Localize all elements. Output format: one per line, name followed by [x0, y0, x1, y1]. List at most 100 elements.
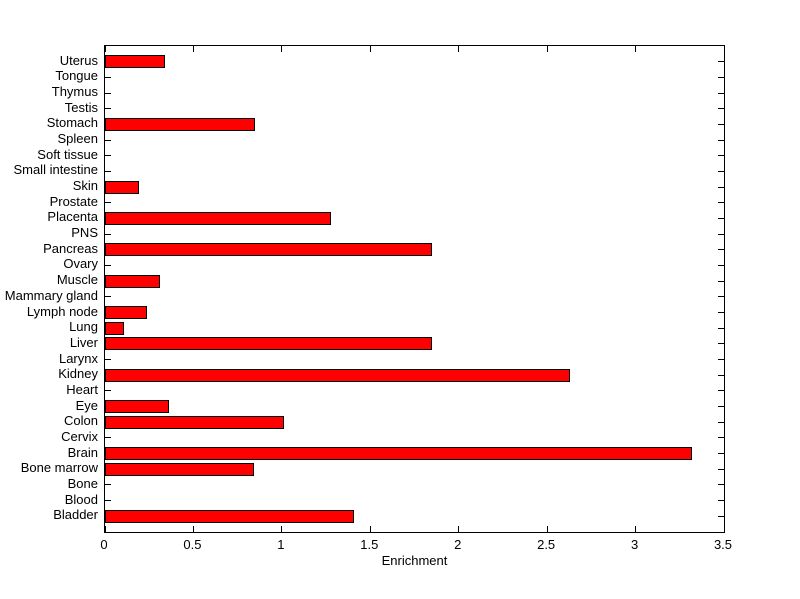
x-tick-top [458, 46, 460, 52]
y-tick-left [105, 484, 111, 486]
x-tick-label: 1 [277, 537, 285, 552]
x-axis-title: Enrichment [381, 553, 448, 568]
bar-uterus [105, 55, 166, 69]
y-axis-label-bone-marrow: Bone marrow [20, 460, 98, 476]
x-tick-top [104, 46, 106, 52]
bar-kidney [105, 368, 571, 382]
y-axis-label-placenta: Placenta [47, 209, 98, 225]
y-tick-right [718, 280, 724, 282]
x-tick-label: 3.5 [713, 537, 733, 552]
x-tick-bottom [104, 526, 106, 532]
y-tick-left [105, 108, 111, 110]
y-axis-label-larynx: Larynx [58, 350, 98, 366]
bar-colon [105, 415, 284, 429]
y-tick-right [718, 170, 724, 172]
y-tick-right [718, 296, 724, 298]
y-tick-right [718, 202, 724, 204]
x-tick-bottom [281, 526, 283, 532]
x-tick-bottom [192, 526, 194, 532]
y-tick-left [105, 233, 111, 235]
y-tick-right [718, 406, 724, 408]
bar-bladder [105, 509, 355, 523]
x-tick-top [723, 46, 725, 52]
y-tick-left [105, 76, 111, 78]
y-axis-label-uterus: Uterus [59, 52, 98, 68]
y-axis-label-prostate: Prostate [49, 193, 98, 209]
y-tick-left [105, 359, 111, 361]
y-axis-label-brain: Brain [67, 444, 98, 460]
bar-bone-marrow [105, 462, 254, 476]
y-tick-left [105, 202, 111, 204]
x-tick-bottom [635, 526, 637, 532]
x-tick-bottom [369, 526, 371, 532]
plot-area [104, 45, 725, 533]
x-tick-label: 2.5 [537, 537, 556, 552]
y-tick-right [718, 327, 724, 329]
bar-muscle [105, 274, 160, 288]
y-tick-right [718, 390, 724, 392]
y-axis-label-lymph-node: Lymph node [26, 303, 98, 319]
y-tick-right [718, 437, 724, 439]
x-tick-label: 1.5 [360, 537, 379, 552]
x-tick-bottom [458, 526, 460, 532]
y-tick-left [105, 139, 111, 141]
bar-lymph-node [105, 306, 148, 320]
y-tick-right [718, 421, 724, 423]
y-axis-label-soft-tissue: Soft tissue [37, 146, 98, 162]
y-tick-right [718, 217, 724, 219]
y-tick-right [718, 264, 724, 266]
bar-eye [105, 400, 169, 414]
y-tick-left [105, 264, 111, 266]
y-tick-left [105, 437, 111, 439]
y-axis-label-skin: Skin [72, 178, 98, 194]
y-axis-label-bone: Bone [67, 475, 98, 491]
y-tick-right [718, 155, 724, 157]
y-tick-right [718, 186, 724, 188]
y-tick-right [718, 484, 724, 486]
x-tick-label: 0.5 [183, 537, 202, 552]
y-axis-label-muscle: Muscle [56, 272, 98, 288]
y-axis-label-kidney: Kidney [58, 366, 98, 382]
y-tick-left [105, 390, 111, 392]
bar-stomach [105, 117, 256, 131]
bar-lung [105, 321, 125, 335]
bar-pancreas [105, 243, 433, 257]
y-axis-label-colon: Colon [64, 413, 98, 429]
y-axis-label-small-intestine: Small intestine [13, 162, 98, 178]
bar-placenta [105, 211, 332, 225]
y-axis-label-spleen: Spleen [57, 131, 98, 147]
x-tick-top [635, 46, 637, 52]
bar-skin [105, 180, 139, 194]
y-tick-left [105, 92, 111, 94]
y-tick-left [105, 500, 111, 502]
y-axis-label-ovary: Ovary [63, 256, 98, 272]
y-tick-left [105, 170, 111, 172]
y-axis-label-blood: Blood [64, 491, 98, 507]
y-tick-right [718, 515, 724, 517]
y-tick-right [718, 139, 724, 141]
bar-brain [105, 447, 693, 461]
y-tick-right [718, 108, 724, 110]
y-tick-right [718, 500, 724, 502]
y-tick-right [718, 468, 724, 470]
y-axis-label-cervix: Cervix [61, 428, 98, 444]
y-tick-right [718, 359, 724, 361]
y-tick-left [105, 296, 111, 298]
y-tick-right [718, 343, 724, 345]
x-tick-top [546, 46, 548, 52]
y-tick-right [718, 233, 724, 235]
y-axis-label-stomach: Stomach [46, 115, 98, 131]
y-axis-label-pancreas: Pancreas [43, 240, 98, 256]
y-tick-right [718, 374, 724, 376]
x-tick-label: 0 [100, 537, 108, 552]
y-axis-label-testis: Testis [64, 99, 98, 115]
x-tick-label: 2 [454, 537, 462, 552]
y-tick-left [105, 155, 111, 157]
y-axis-label-eye: Eye [75, 397, 98, 413]
y-axis-label-heart: Heart [66, 381, 98, 397]
y-tick-right [718, 453, 724, 455]
x-tick-top [192, 46, 194, 52]
x-tick-bottom [546, 526, 548, 532]
y-axis-label-lung: Lung [69, 319, 98, 335]
